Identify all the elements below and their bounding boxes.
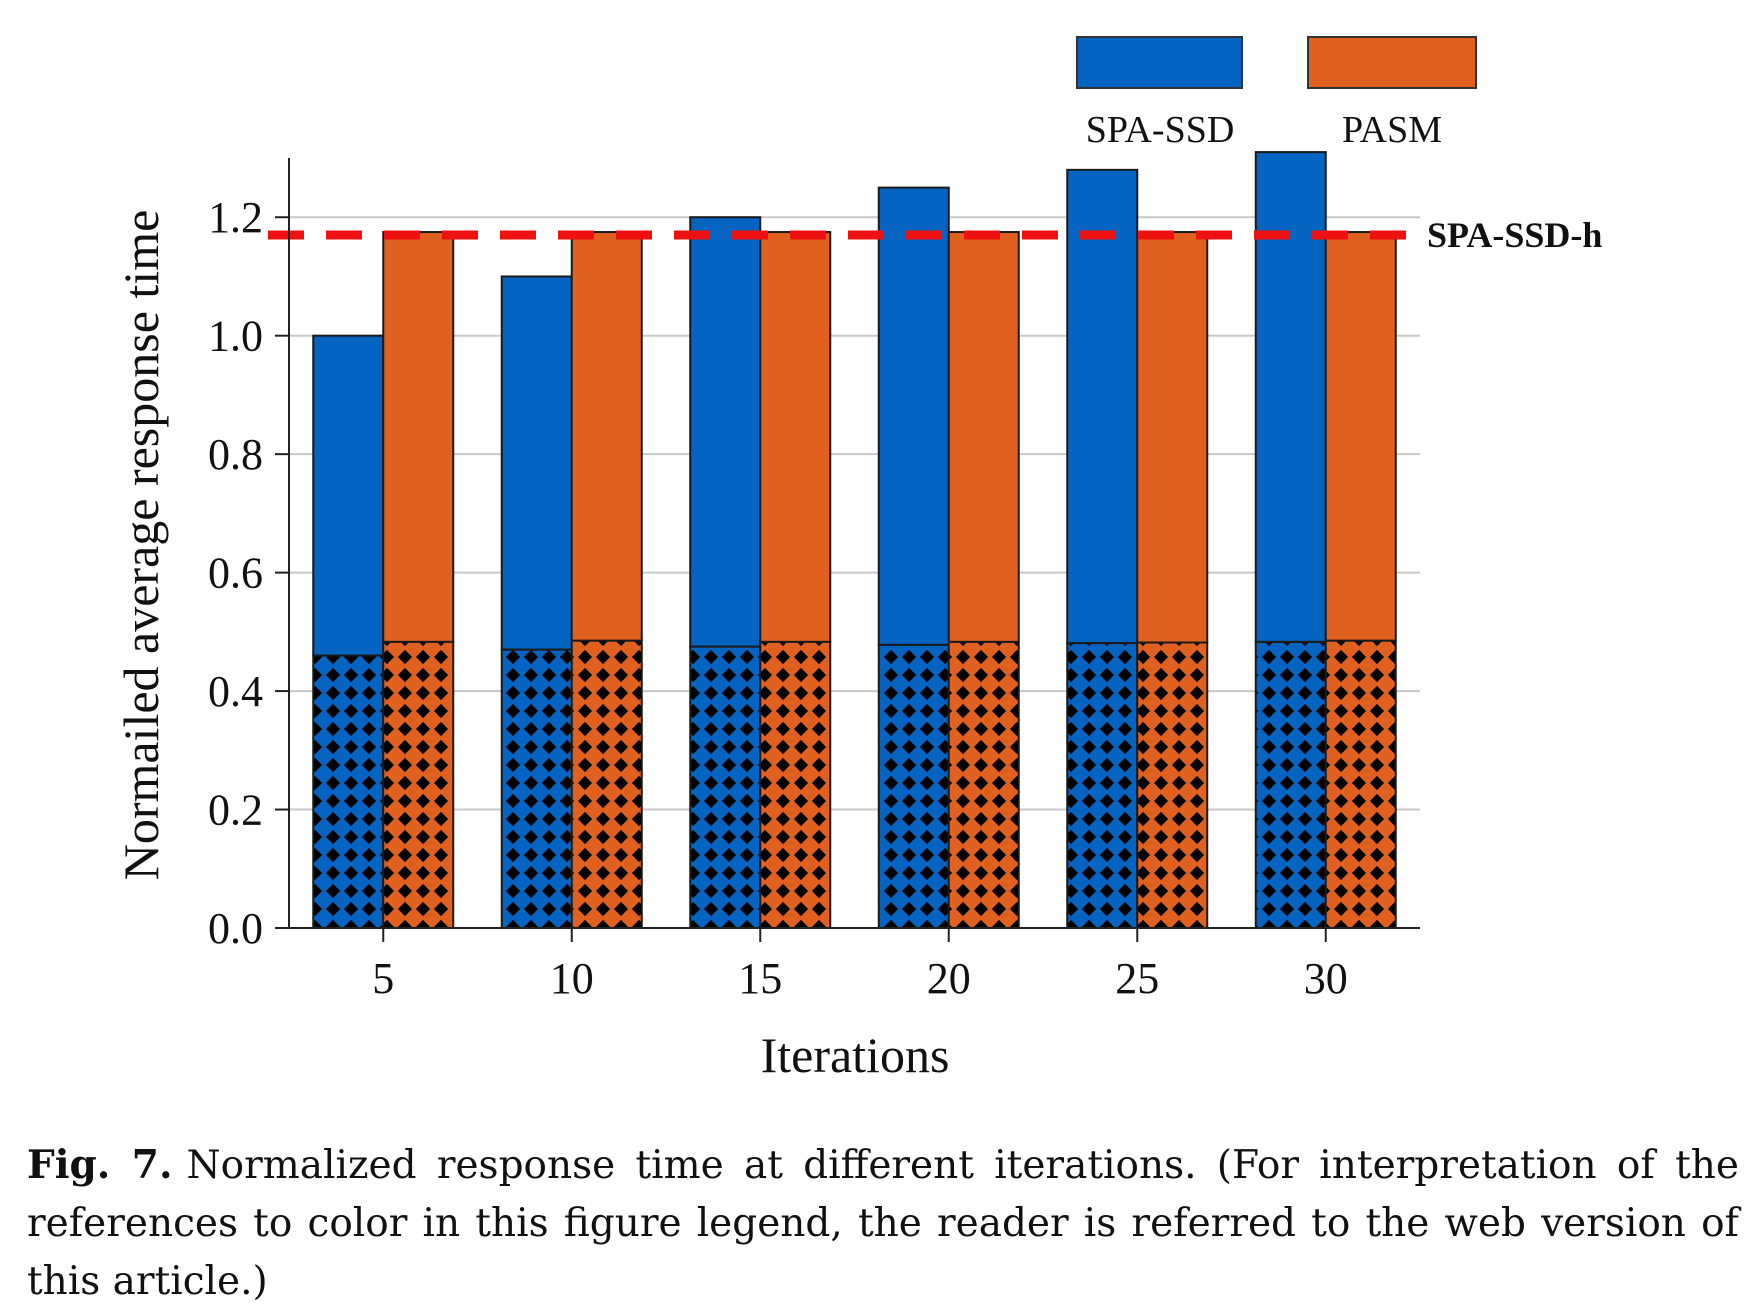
bar-spa-ssd-10 [500, 275, 573, 651]
bar-hatched-pasm-25 [1136, 641, 1209, 929]
bar-hatched-spa-ssd-20 [877, 643, 950, 930]
bar-pasm-15 [759, 231, 832, 643]
bar-spa-ssd-20 [877, 186, 950, 646]
y-tick-label: 1.0 [208, 312, 263, 361]
bars-group [312, 151, 1397, 930]
gridlines [289, 216, 1420, 811]
y-axis-title: Normailed average response time [113, 210, 169, 881]
legend-label-pasm: PASM [1342, 109, 1442, 151]
x-tick-label: 20 [927, 954, 971, 1003]
legend: SPA-SSD PASM [1076, 36, 1477, 151]
y-tick-labels: 0.0 0.2 0.4 0.6 0.8 1.0 1.2 [208, 193, 263, 953]
bar-hatched-spa-ssd-25 [1066, 642, 1139, 929]
x-tick-label: 25 [1115, 954, 1159, 1003]
bar-spa-ssd-25 [1066, 168, 1139, 645]
bar-spa-ssd-15 [689, 216, 762, 648]
x-tick-label: 30 [1304, 954, 1348, 1003]
bar-pasm-10 [570, 231, 643, 642]
legend-swatch-spa-ssd [1076, 36, 1243, 89]
legend-swatch-pasm [1307, 36, 1477, 89]
bar-hatched-pasm-20 [947, 640, 1020, 930]
y-tick-label: 0.0 [208, 904, 263, 953]
x-tick-label: 15 [738, 954, 782, 1003]
bar-pasm-20 [947, 231, 1020, 643]
y-tick-label: 1.2 [208, 193, 263, 242]
bar-spa-ssd-5 [312, 334, 385, 657]
y-tick-label: 0.2 [208, 786, 263, 835]
bar-pasm-30 [1324, 231, 1397, 642]
figure-number: Fig. 7. [27, 1142, 173, 1188]
legend-label-spa-ssd: SPA-SSD [1086, 109, 1235, 151]
y-tick-label: 0.4 [208, 667, 263, 716]
bar-spa-ssd-30 [1254, 151, 1327, 643]
bar-hatched-spa-ssd-5 [312, 654, 385, 929]
y-tick-label: 0.6 [208, 549, 263, 598]
x-tick-label: 10 [550, 954, 594, 1003]
x-tick-labels: 5 10 15 20 25 30 [372, 954, 1348, 1003]
bar-hatched-pasm-30 [1324, 639, 1397, 929]
y-tick-label: 0.8 [208, 430, 263, 479]
bar-hatched-pasm-15 [759, 640, 832, 930]
bar-pasm-25 [1136, 231, 1209, 644]
x-tick-label: 5 [372, 954, 394, 1003]
bar-chart: SPA-SSD-h 0.0 0.2 0.4 0.6 0.8 1.0 1.2 5 10 15 20 2… [113, 36, 1602, 1083]
bar-hatched-spa-ssd-30 [1254, 640, 1327, 930]
caption-text: Normalized response time at different it… [27, 1143, 1739, 1304]
bar-hatched-spa-ssd-15 [689, 645, 762, 930]
x-axis-title: Iterations [761, 1027, 950, 1083]
bar-hatched-pasm-10 [570, 639, 643, 929]
bar-hatched-spa-ssd-10 [500, 648, 573, 929]
bar-hatched-pasm-5 [382, 640, 455, 930]
reference-line-label: SPA-SSD-h [1427, 215, 1602, 255]
bar-pasm-5 [382, 231, 455, 643]
figure-caption: Fig. 7. Normalized response time at diffe… [27, 1136, 1739, 1311]
axes [275, 158, 1420, 942]
